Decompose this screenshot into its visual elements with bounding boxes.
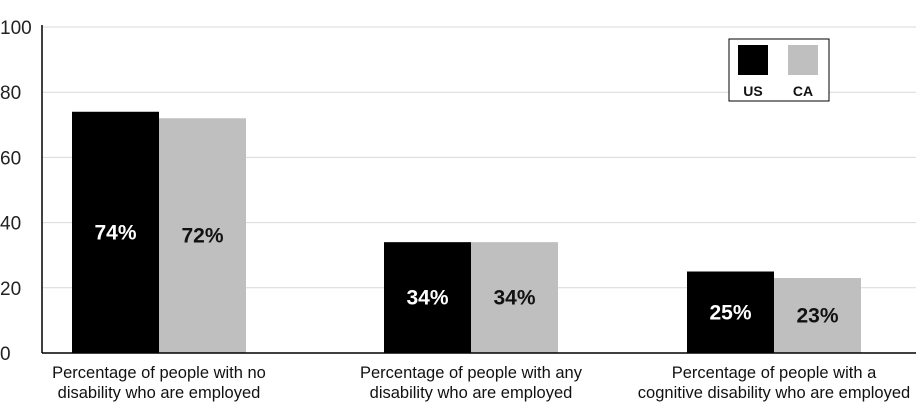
- bar-ca-0: [159, 118, 246, 353]
- category-label-1-line-0: Percentage of people with any: [360, 364, 583, 382]
- bar-us-2: [687, 271, 774, 353]
- data-label-ca-0: 72%: [181, 225, 223, 248]
- data-label-ca-1: 34%: [493, 287, 535, 310]
- bar-us-0: [72, 111, 159, 353]
- bar-us-1: [384, 242, 471, 353]
- legend-label-ca: CA: [793, 83, 813, 99]
- legend: US CA: [728, 38, 830, 102]
- legend-swatch-ca: [788, 45, 818, 75]
- category-label-2-line-0: Percentage of people with a: [672, 364, 877, 382]
- axes: 0 20 40 60 80 100 Percentage of people with no…: [0, 18, 916, 402]
- data-label-us-0: 74%: [94, 221, 136, 244]
- y-tick-label-100: 100: [0, 18, 32, 39]
- legend-swatch-us: [738, 45, 768, 75]
- y-tick-label-20: 20: [0, 279, 21, 300]
- y-tick-label-40: 40: [0, 214, 21, 235]
- category-label-1-line-1: disability who are employed: [370, 384, 573, 402]
- category-label-2-line-1: cognitive disability who are employed: [638, 384, 910, 402]
- category-label-0-line-0: Percentage of people with no: [52, 364, 266, 382]
- bar-ca-1: [471, 242, 558, 353]
- legend-label-us: US: [743, 83, 762, 99]
- data-label-us-1: 34%: [406, 287, 448, 310]
- data-label-us-2: 25%: [709, 301, 751, 324]
- category-label-0-line-1: disability who are employed: [58, 384, 261, 402]
- data-labels: 74% 72% 34% 34% 25% 23%: [94, 221, 838, 327]
- y-tick-label-80: 80: [0, 83, 21, 104]
- y-tick-label-60: 60: [0, 148, 21, 169]
- bars: [72, 111, 861, 353]
- bar-ca-2: [774, 278, 861, 353]
- data-label-ca-2: 23%: [796, 305, 838, 328]
- y-tick-label-0: 0: [0, 344, 11, 365]
